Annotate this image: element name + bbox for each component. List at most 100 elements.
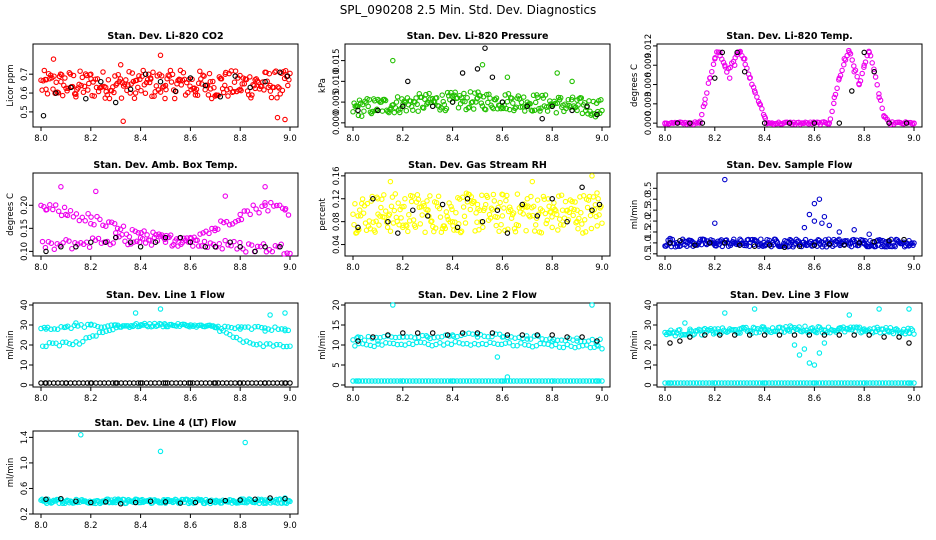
data-point [82,218,88,224]
data-point [387,228,394,234]
data-point [758,236,764,242]
data-point [207,240,214,246]
data-point [131,239,137,245]
data-point [433,95,440,101]
x-tick-label: 8.8 [233,394,247,404]
data-point [756,101,763,107]
y-tick-label: 0.04 [332,235,342,254]
data-point [493,222,499,229]
data-point [702,96,708,102]
data-point [712,75,718,81]
data-point [89,92,95,99]
data-point [386,109,392,116]
data-point [375,378,381,384]
data-point [187,75,194,81]
data-point [195,243,202,249]
data-point [574,207,580,213]
data-point [440,98,446,105]
data-point [83,335,89,341]
data-point [553,208,559,214]
data-point [38,325,44,332]
data-point [427,193,433,199]
data-point [737,236,743,243]
data-point [254,243,261,250]
plot-frame [656,43,923,128]
data-point [488,378,495,384]
y-axis-label: degrees C [630,64,640,107]
data-point [227,331,233,338]
data-point [58,78,64,85]
data-point [48,240,55,246]
data-point [44,91,51,97]
data-point [447,378,454,384]
data-point [459,194,466,201]
data-point [761,332,768,338]
plot-frame [344,43,611,128]
data-point [816,350,823,356]
data-point [886,380,892,386]
data-point [152,239,159,245]
data-point [395,200,401,206]
data-point [202,244,209,250]
data-point [43,326,49,332]
data-point [424,198,430,204]
data-point [51,73,57,79]
y-tick-label: 0.003 [644,92,654,116]
data-point [88,499,94,506]
data-point [220,219,227,226]
data-point [212,324,219,330]
data-point [357,334,364,341]
data-point [403,107,410,114]
data-point [835,380,842,386]
data-point [137,380,144,386]
data-point [43,86,49,93]
data-point [204,82,211,88]
data-point [413,95,419,101]
data-point [279,87,286,94]
data-point [687,328,693,334]
x-tick-label: 8.6 [496,263,510,273]
data-point [677,237,683,244]
data-point [590,194,597,200]
y-tick-label: 0.08 [332,212,342,231]
data-point [118,95,125,101]
chart-title: Stan. Dev. Line 1 Flow [106,290,225,301]
data-point [851,332,857,338]
data-point [717,49,723,56]
x-tick-label: 8.2 [396,394,410,404]
data-point [487,215,494,221]
data-point [263,69,269,76]
data-point [140,67,146,74]
data-point [701,237,708,243]
data-point [567,378,574,384]
data-point [247,84,253,91]
data-point [876,237,883,243]
data-point [461,213,468,220]
data-point [449,99,456,105]
x-tick-label: 8.4 [446,394,460,404]
data-point [705,80,712,86]
data-point [557,95,564,101]
data-point [549,332,555,338]
data-point [137,322,144,328]
series-2 [662,380,917,386]
data-point [599,220,605,226]
data-point [390,57,396,64]
data-point [267,82,273,89]
data-point [574,378,580,384]
data-point [568,205,574,212]
data-point [911,240,917,246]
data-point [482,201,489,208]
data-point [538,230,545,236]
data-point [106,95,113,102]
data-point [432,225,439,231]
data-point [389,194,396,200]
data-point [573,219,579,226]
data-point [232,68,239,74]
x-tick-label: 8.4 [758,263,772,273]
data-point [579,221,585,227]
series-1 [38,184,293,257]
figure-title: SPL_090208 2.5 Min. Std. Dev. Diagnostic… [340,3,597,17]
data-point [811,218,818,224]
y-tick-label: 10 [644,360,654,371]
